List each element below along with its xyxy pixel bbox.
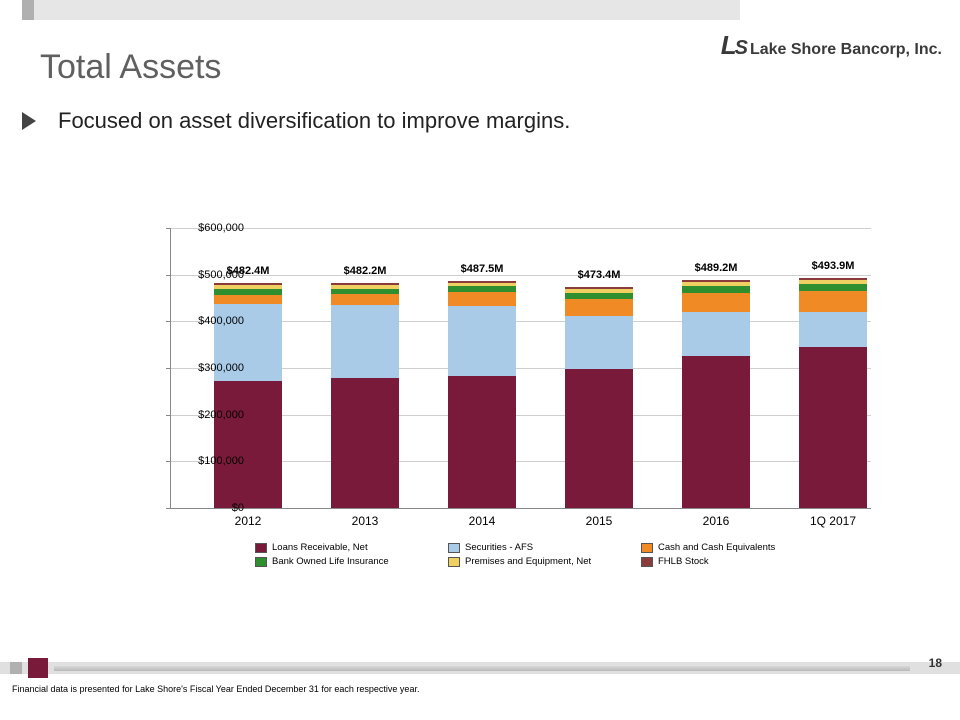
- bullet-triangle-icon: [22, 112, 36, 130]
- bar-total-label: $482.4M: [198, 265, 298, 277]
- bar-group: [799, 278, 867, 508]
- legend-label: FHLB Stock: [658, 556, 709, 567]
- bottom-accent-large: [28, 658, 48, 678]
- logo-l: L: [721, 30, 735, 60]
- legend-swatch: [641, 557, 653, 567]
- bottom-accent-small: [10, 662, 22, 674]
- total-assets-chart: $0$100,000$200,000$300,000$400,000$500,0…: [100, 210, 880, 580]
- bar-segment: [448, 376, 516, 508]
- top-bar-accent: [22, 0, 34, 20]
- legend-label: Loans Receivable, Net: [272, 542, 368, 553]
- bar-total-label: $487.5M: [432, 263, 532, 275]
- x-axis-label: 1Q 2017: [783, 514, 883, 528]
- x-axis-label: 2014: [432, 514, 532, 528]
- bar-group: [448, 281, 516, 508]
- x-axis-label: 2012: [198, 514, 298, 528]
- bar-segment: [214, 381, 282, 508]
- bar-segment: [799, 312, 867, 347]
- legend-label: Securities - AFS: [465, 542, 533, 553]
- bar-total-label: $489.2M: [666, 262, 766, 274]
- legend-item: Premises and Equipment, Net: [448, 556, 641, 567]
- top-bar: [34, 0, 740, 20]
- bar-segment: [565, 369, 633, 508]
- footnote: Financial data is presented for Lake Sho…: [12, 684, 419, 694]
- bar-segment: [331, 378, 399, 508]
- bar-segment: [331, 294, 399, 304]
- logo-name: Lake Shore Bancorp, Inc.: [750, 41, 942, 58]
- legend-label: Cash and Cash Equivalents: [658, 542, 775, 553]
- bar-segment: [799, 347, 867, 508]
- company-logo: LSLake Shore Bancorp, Inc.: [721, 30, 942, 61]
- legend-label: Bank Owned Life Insurance: [272, 556, 389, 567]
- legend-swatch: [255, 543, 267, 553]
- x-axis-label: 2013: [315, 514, 415, 528]
- y-axis-label: $200,000: [198, 409, 244, 421]
- bar-group: [331, 283, 399, 508]
- page-number: 18: [929, 656, 942, 670]
- y-axis-label: $100,000: [198, 455, 244, 467]
- bar-segment: [214, 295, 282, 304]
- logo-s: S: [735, 37, 746, 59]
- bar-segment: [565, 316, 633, 370]
- chart-legend: Loans Receivable, Net Securities - AFS Cas…: [255, 542, 835, 570]
- legend-item: Cash and Cash Equivalents: [641, 542, 834, 553]
- bottom-bar: [0, 662, 960, 674]
- bar-segment: [682, 356, 750, 508]
- bar-group: [682, 280, 750, 508]
- bar-segment: [799, 284, 867, 291]
- bar-segment: [682, 293, 750, 312]
- legend-swatch: [448, 543, 460, 553]
- legend-item: Loans Receivable, Net: [255, 542, 448, 553]
- y-axis-label: $0: [232, 502, 244, 514]
- legend-label: Premises and Equipment, Net: [465, 556, 591, 567]
- bar-total-label: $493.9M: [783, 260, 883, 272]
- bar-total-label: $482.2M: [315, 265, 415, 277]
- bar-group: [565, 287, 633, 508]
- bar-segment: [565, 299, 633, 315]
- bottom-rule: [54, 666, 910, 671]
- bar-segment: [682, 286, 750, 293]
- legend-swatch: [641, 543, 653, 553]
- y-axis-label: $300,000: [198, 362, 244, 374]
- legend-swatch: [448, 557, 460, 567]
- page-title: Total Assets: [40, 48, 221, 87]
- bar-segment: [448, 292, 516, 306]
- legend-item: FHLB Stock: [641, 556, 834, 567]
- x-axis-label: 2015: [549, 514, 649, 528]
- x-axis-label: 2016: [666, 514, 766, 528]
- bar-segment: [331, 305, 399, 379]
- legend-item: Securities - AFS: [448, 542, 641, 553]
- bar-segment: [799, 291, 867, 312]
- bar-segment: [682, 312, 750, 356]
- bar-segment: [448, 306, 516, 376]
- bullet-row: Focused on asset diversification to impr…: [22, 108, 570, 134]
- bar-total-label: $473.4M: [549, 269, 649, 281]
- bullet-text: Focused on asset diversification to impr…: [58, 108, 570, 134]
- y-axis-label: $400,000: [198, 315, 244, 327]
- legend-swatch: [255, 557, 267, 567]
- y-axis-label: $600,000: [198, 222, 244, 234]
- legend-item: Bank Owned Life Insurance: [255, 556, 448, 567]
